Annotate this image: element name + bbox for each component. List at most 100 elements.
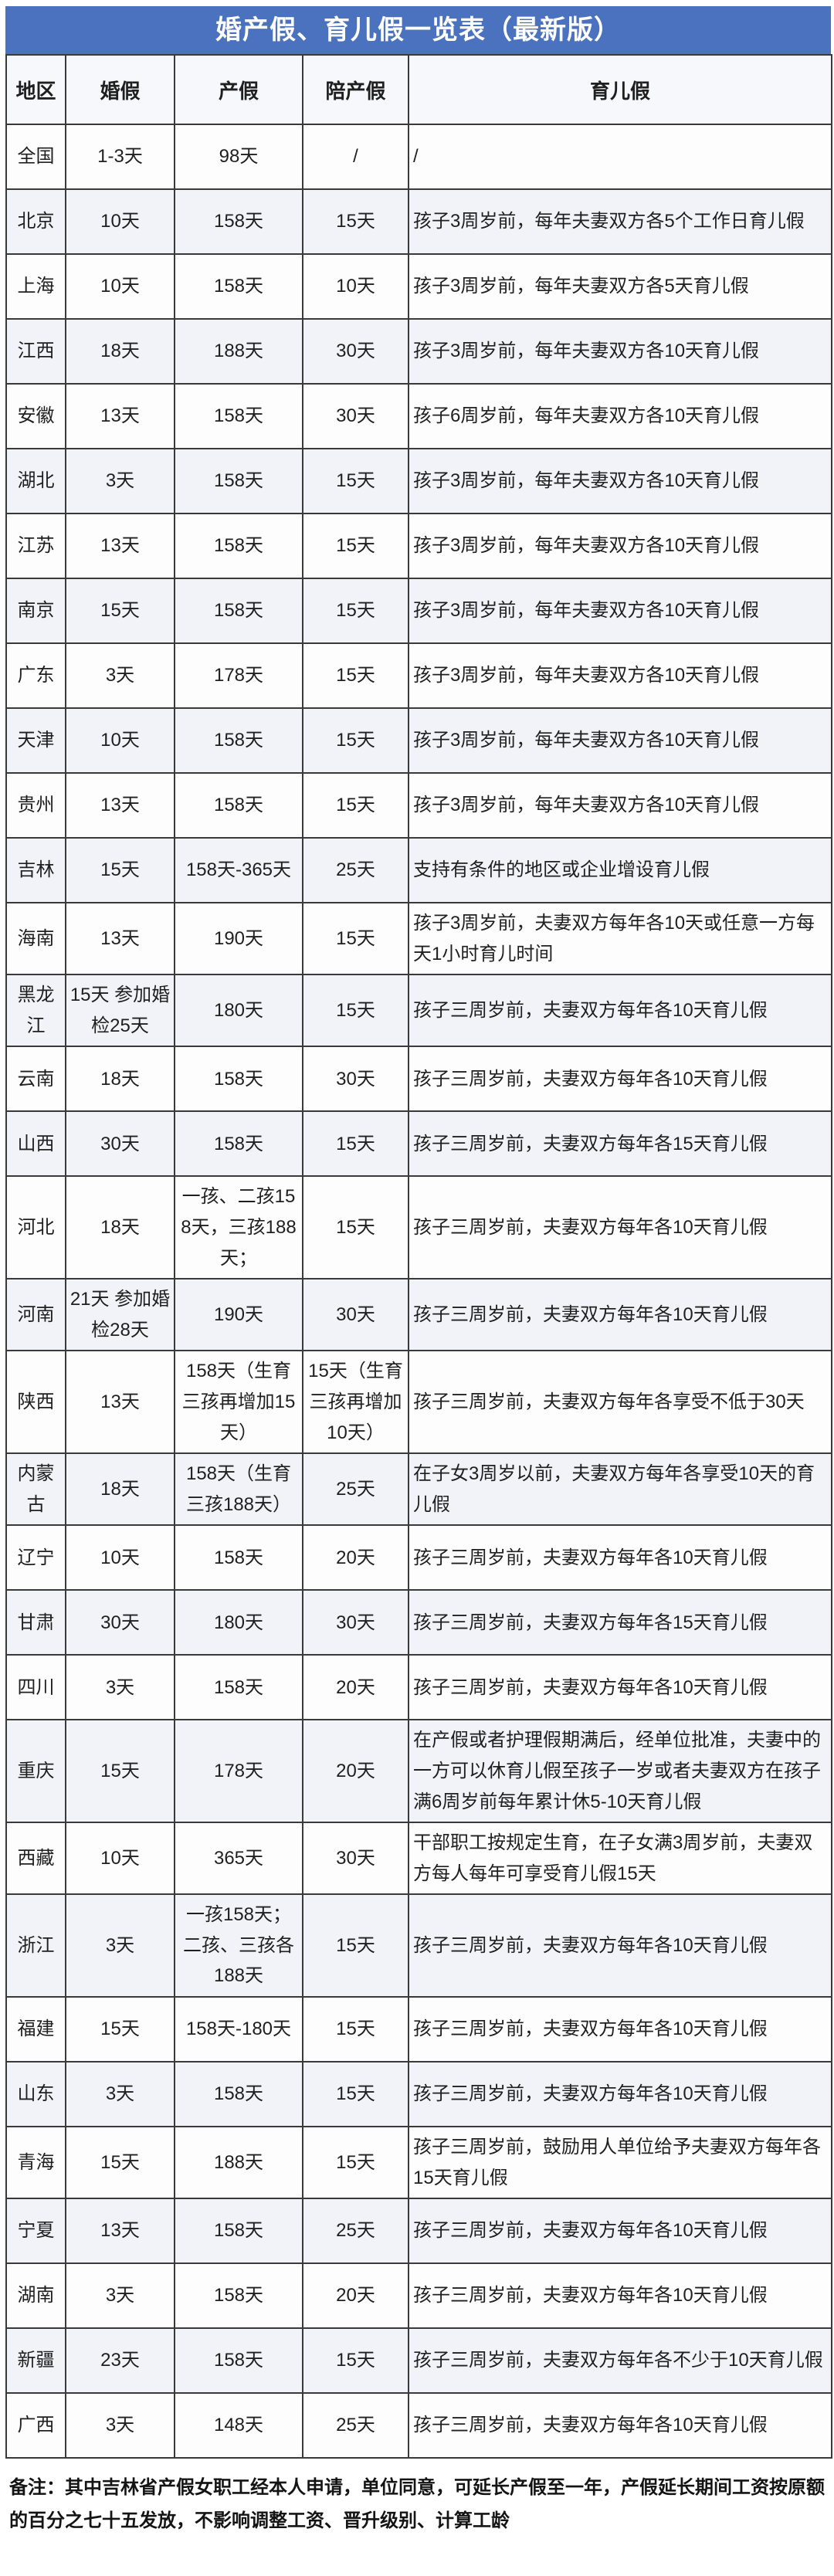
table-row: 宁夏 13天 158天 25天 孩子三周岁前，夫妻双方每年各10天育儿假	[5, 2198, 832, 2265]
cell-paternity-leave: 15天	[302, 772, 409, 839]
cell-region: 山西	[5, 1110, 66, 1178]
cell-parental-leave: 孩子3周岁前，每年夫妻双方各10天育儿假	[408, 318, 832, 385]
cell-parental-leave: /	[408, 124, 832, 190]
cell-paternity-leave: 15天	[302, 1175, 409, 1280]
table-row: 重庆 15天 178天 20天 在产假或者护理假期满后，经单位批准，夫妻中的一方…	[5, 1719, 832, 1824]
table-row: 河南 21天 参加婚检28天 190天 30天 孩子三周岁前，夫妻双方每年各10…	[5, 1278, 832, 1352]
cell-marriage-leave: 10天	[65, 1822, 175, 1896]
cell-region: 贵州	[5, 772, 66, 839]
table-title: 婚产假、育儿假一览表（最新版）	[5, 6, 831, 54]
cell-paternity-leave: 25天	[302, 2198, 409, 2265]
table-row: 黑龙江 15天 参加婚检25天 180天 15天 孩子三周岁前，夫妻双方每年各1…	[5, 974, 832, 1048]
cell-parental-leave: 孩子3周岁前，每年夫妻双方各5个工作日育儿假	[408, 188, 832, 255]
cell-region: 山东	[5, 2061, 66, 2128]
cell-maternity-leave: 158天	[174, 1046, 303, 1113]
cell-paternity-leave: 20天	[302, 2262, 409, 2330]
cell-paternity-leave: 25天	[302, 1452, 409, 1527]
cell-parental-leave: 干部职工按规定生育，在子女满3周岁前，夫妻双方每人每年可享受育儿假15天	[408, 1822, 832, 1896]
table-row: 福建 15天 158天-180天 15天 孩子三周岁前，夫妻双方每年各10天育儿…	[5, 1996, 832, 2063]
cell-parental-leave: 孩子6周岁前，每年夫妻双方各10天育儿假	[408, 383, 832, 449]
cell-paternity-leave: 15天	[302, 2327, 409, 2395]
table-row: 内蒙古 18天 158天（生育三孩188天） 25天 在子女3周岁以前，夫妻双方…	[5, 1452, 832, 1527]
cell-parental-leave: 孩子三周岁前，夫妻双方每年各10天育儿假	[408, 1893, 832, 1998]
cell-marriage-leave: 15天 参加婚检25天	[65, 974, 175, 1048]
table-row: 全国 1-3天 98天 / /	[5, 124, 832, 190]
cell-region: 浙江	[5, 1893, 66, 1998]
cell-maternity-leave: 158天	[174, 2262, 303, 2330]
cell-region: 北京	[5, 188, 66, 255]
cell-region: 海南	[5, 901, 66, 976]
cell-region: 全国	[5, 124, 66, 190]
cell-marriage-leave: 21天 参加婚检28天	[65, 1278, 175, 1352]
cell-parental-leave: 孩子3周岁前，每年夫妻双方各10天育儿假	[408, 513, 832, 579]
cell-maternity-leave: 158天	[174, 2327, 303, 2395]
cell-paternity-leave: 30天	[302, 318, 409, 385]
cell-marriage-leave: 18天	[65, 318, 175, 385]
cell-marriage-leave: 10天	[65, 253, 175, 320]
cell-parental-leave: 孩子三周岁前，夫妻双方每年各15天育儿假	[408, 1589, 832, 1656]
cell-parental-leave: 孩子三周岁前，夫妻双方每年各10天育儿假	[408, 2198, 832, 2265]
table-row: 云南 18天 158天 30天 孩子三周岁前，夫妻双方每年各10天育儿假	[5, 1046, 832, 1113]
cell-parental-leave: 在产假或者护理假期满后，经单位批准，夫妻中的一方可以休育儿假至孩子一岁或者夫妻双…	[408, 1719, 832, 1824]
cell-maternity-leave: 158天	[174, 707, 303, 774]
table-row: 贵州 13天 158天 15天 孩子3周岁前，每年夫妻双方各10天育儿假	[5, 772, 832, 839]
cell-parental-leave: 孩子三周岁前，夫妻双方每年各10天育儿假	[408, 2061, 832, 2128]
cell-parental-leave: 孩子三周岁前，夫妻双方每年各10天育儿假	[408, 1654, 832, 1721]
cell-marriage-leave: 10天	[65, 188, 175, 255]
cell-marriage-leave: 3天	[65, 2061, 175, 2128]
cell-parental-leave: 孩子三周岁前，夫妻双方每年各10天育儿假	[408, 2262, 832, 2330]
cell-paternity-leave: 30天	[302, 1278, 409, 1352]
table-row: 西藏 10天 365天 30天 干部职工按规定生育，在子女满3周岁前，夫妻双方每…	[5, 1822, 832, 1896]
table-row: 江西 18天 188天 30天 孩子3周岁前，每年夫妻双方各10天育儿假	[5, 318, 832, 385]
leave-table-sheet: 婚产假、育儿假一览表（最新版） 地区 婚假 产假 陪产假 育儿假 全国 1-3天…	[5, 6, 832, 2538]
cell-region: 福建	[5, 1996, 66, 2063]
column-header-paternity: 陪产假	[302, 54, 409, 125]
cell-paternity-leave: 15天	[302, 578, 409, 644]
cell-paternity-leave: 10天	[302, 253, 409, 320]
cell-maternity-leave: 158天	[174, 578, 303, 644]
table-row: 广东 3天 178天 15天 孩子3周岁前，每年夫妻双方各10天育儿假	[5, 642, 832, 709]
cell-region: 陕西	[5, 1350, 66, 1455]
cell-paternity-leave: /	[302, 124, 409, 190]
cell-region: 吉林	[5, 837, 66, 903]
table-row: 辽宁 10天 158天 20天 孩子三周岁前，夫妻双方每年各10天育儿假	[5, 1524, 832, 1591]
cell-parental-leave: 支持有条件的地区或企业增设育儿假	[408, 837, 832, 903]
cell-parental-leave: 孩子3周岁前，每年夫妻双方各10天育儿假	[408, 772, 832, 839]
cell-region: 江苏	[5, 513, 66, 579]
cell-parental-leave: 孩子三周岁前，夫妻双方每年各10天育儿假	[408, 1278, 832, 1352]
cell-paternity-leave: 20天	[302, 1719, 409, 1824]
cell-marriage-leave: 13天	[65, 2198, 175, 2265]
cell-region: 天津	[5, 707, 66, 774]
cell-paternity-leave: 15天	[302, 901, 409, 976]
cell-paternity-leave: 15天	[302, 1996, 409, 2063]
cell-parental-leave: 在子女3周岁以前，夫妻双方每年各享受10天的育儿假	[408, 1452, 832, 1527]
table-row: 山东 3天 158天 15天 孩子三周岁前，夫妻双方每年各10天育儿假	[5, 2061, 832, 2128]
cell-region: 甘肃	[5, 1589, 66, 1656]
cell-marriage-leave: 10天	[65, 1524, 175, 1591]
note: 备注：其中吉林省产假女职工经本人申请，单位同意，可延长产假至一年，产假延长期间工…	[9, 2477, 825, 2532]
cell-paternity-leave: 30天	[302, 1822, 409, 1896]
cell-region: 辽宁	[5, 1524, 66, 1591]
cell-maternity-leave: 178天	[174, 1719, 303, 1824]
cell-marriage-leave: 13天	[65, 772, 175, 839]
cell-region: 黑龙江	[5, 974, 66, 1048]
cell-maternity-leave: 158天-180天	[174, 1996, 303, 2063]
cell-region: 云南	[5, 1046, 66, 1113]
table-row: 甘肃 30天 180天 30天 孩子三周岁前，夫妻双方每年各15天育儿假	[5, 1589, 832, 1656]
cell-parental-leave: 孩子3周岁前，每年夫妻双方各10天育儿假	[408, 642, 832, 709]
cell-parental-leave: 孩子三周岁前，夫妻双方每年各10天育儿假	[408, 1524, 832, 1591]
cell-marriage-leave: 18天	[65, 1046, 175, 1113]
cell-paternity-leave: 25天	[302, 2392, 409, 2459]
cell-marriage-leave: 30天	[65, 1589, 175, 1656]
cell-maternity-leave: 158天	[174, 1524, 303, 1591]
cell-parental-leave: 孩子三周岁前，夫妻双方每年各15天育儿假	[408, 1110, 832, 1178]
cell-parental-leave: 孩子3周岁前，夫妻双方每年各10天或任意一方每天1小时育儿时间	[408, 901, 832, 976]
cell-paternity-leave: 30天	[302, 1046, 409, 1113]
table-row: 广西 3天 148天 25天 孩子三周岁前，夫妻双方每年各10天育儿假	[5, 2392, 832, 2459]
cell-maternity-leave: 158天	[174, 448, 303, 514]
table-row: 吉林 15天 158天-365天 25天 支持有条件的地区或企业增设育儿假	[5, 837, 832, 903]
cell-maternity-leave: 188天	[174, 318, 303, 385]
table-row: 海南 13天 190天 15天 孩子3周岁前，夫妻双方每年各10天或任意一方每天…	[5, 901, 832, 976]
cell-marriage-leave: 10天	[65, 707, 175, 774]
table-row: 四川 3天 158天 20天 孩子三周岁前，夫妻双方每年各10天育儿假	[5, 1654, 832, 1721]
